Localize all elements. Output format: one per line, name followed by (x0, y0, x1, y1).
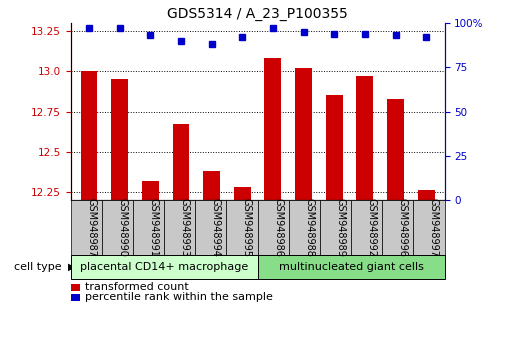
Text: GSM948987: GSM948987 (86, 198, 96, 257)
Bar (265, 58, 281, 200)
Text: ▶: ▶ (68, 262, 75, 272)
Title: GDS5314 / A_23_P100355: GDS5314 / A_23_P100355 (167, 7, 348, 21)
Bar (111, 79, 128, 200)
Bar (203, 171, 220, 200)
Text: cell type: cell type (14, 262, 65, 272)
Text: GSM948997: GSM948997 (429, 198, 439, 257)
Bar (234, 187, 251, 200)
Text: placental CD14+ macrophage: placental CD14+ macrophage (80, 262, 248, 272)
Bar (326, 96, 343, 200)
Bar (81, 71, 97, 200)
Text: GSM948990: GSM948990 (117, 198, 127, 257)
Text: GSM948992: GSM948992 (367, 198, 377, 257)
Bar (173, 124, 189, 200)
Text: transformed count: transformed count (85, 282, 189, 292)
Bar (418, 190, 435, 200)
Text: GSM948993: GSM948993 (180, 198, 190, 257)
Text: GSM948994: GSM948994 (211, 198, 221, 257)
Text: GSM948989: GSM948989 (335, 198, 346, 257)
Text: GSM948991: GSM948991 (149, 198, 158, 257)
Bar (387, 99, 404, 200)
Text: GSM948988: GSM948988 (304, 198, 314, 257)
Text: GSM948996: GSM948996 (398, 198, 408, 257)
Bar (295, 68, 312, 200)
Text: GSM948995: GSM948995 (242, 198, 252, 257)
Bar (357, 76, 373, 200)
Text: GSM948986: GSM948986 (273, 198, 283, 257)
Text: percentile rank within the sample: percentile rank within the sample (85, 292, 273, 302)
Bar (142, 181, 158, 200)
Text: multinucleated giant cells: multinucleated giant cells (279, 262, 424, 272)
